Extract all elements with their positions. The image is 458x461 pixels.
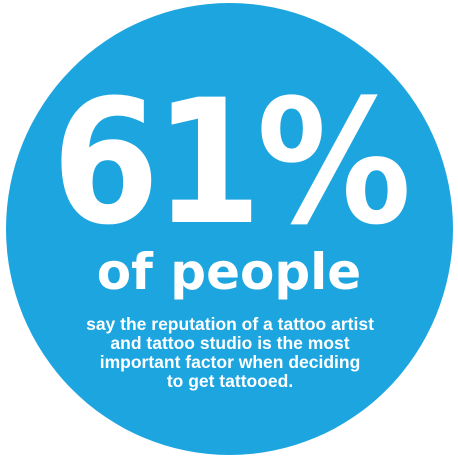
stat-circle [6, 3, 453, 455]
stat-percentage: 61% [51, 62, 412, 263]
caption-line: to get tattooed. [166, 371, 294, 391]
caption-line: say the reputation of a tattoo artist [86, 314, 374, 334]
caption-line: and tattoo studio is the most [110, 333, 350, 353]
stat-caption: say the reputation of a tattoo artist an… [60, 315, 400, 391]
caption-line: important factor when deciding [99, 352, 361, 372]
stat-subject: of people [96, 243, 362, 301]
